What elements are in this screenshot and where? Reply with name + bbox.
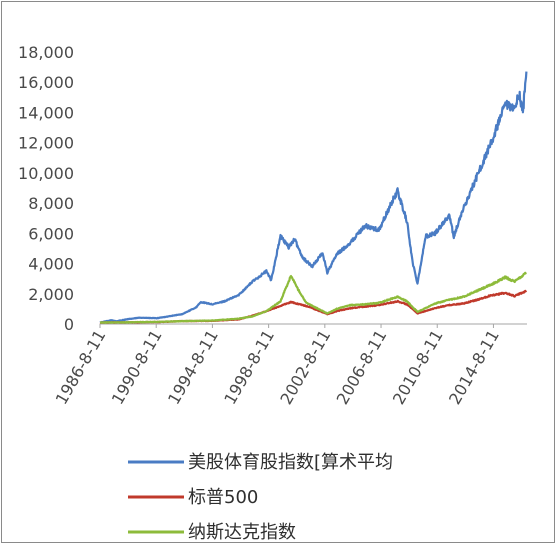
y-tick-label: 16,000 xyxy=(18,73,74,92)
x-tick-label: 2014-8-11 xyxy=(445,327,503,408)
legend-label: 美股体育股指数[算术平均 xyxy=(188,452,393,473)
x-tick-label: 2006-8-11 xyxy=(333,327,391,408)
x-axis: 1986-8-111990-8-111994-8-111998-8-112002… xyxy=(52,323,527,408)
x-tick-label: 2002-8-11 xyxy=(276,327,334,408)
series-lines xyxy=(99,71,528,324)
y-tick-label: 8,000 xyxy=(28,194,74,213)
series-line xyxy=(99,71,528,324)
x-tick-label: 1990-8-11 xyxy=(108,327,166,408)
y-tick-label: 18,000 xyxy=(18,43,74,62)
y-tick-label: 4,000 xyxy=(28,255,74,274)
y-tick-label: 10,000 xyxy=(18,164,74,183)
series-line xyxy=(99,271,528,324)
y-tick-label: 2,000 xyxy=(28,285,74,304)
x-tick-label: 2010-8-11 xyxy=(389,326,447,407)
y-tick-label: 6,000 xyxy=(28,224,74,243)
x-tick-label: 1994-8-11 xyxy=(164,327,222,408)
y-tick-label: 14,000 xyxy=(18,103,74,122)
legend-label: 标普500 xyxy=(188,487,258,508)
y-axis: 0 2,000 4,000 6,000 8,000 10,000 12,000 14,000 1… xyxy=(18,43,74,334)
y-tick-label: 12,000 xyxy=(18,134,74,153)
y-tick-label: 0 xyxy=(64,315,74,334)
x-tick-label: 1998-8-11 xyxy=(220,327,278,408)
legend-label: 纳斯达克指数 xyxy=(188,522,296,543)
x-tick-label: 1986-8-11 xyxy=(52,327,110,408)
